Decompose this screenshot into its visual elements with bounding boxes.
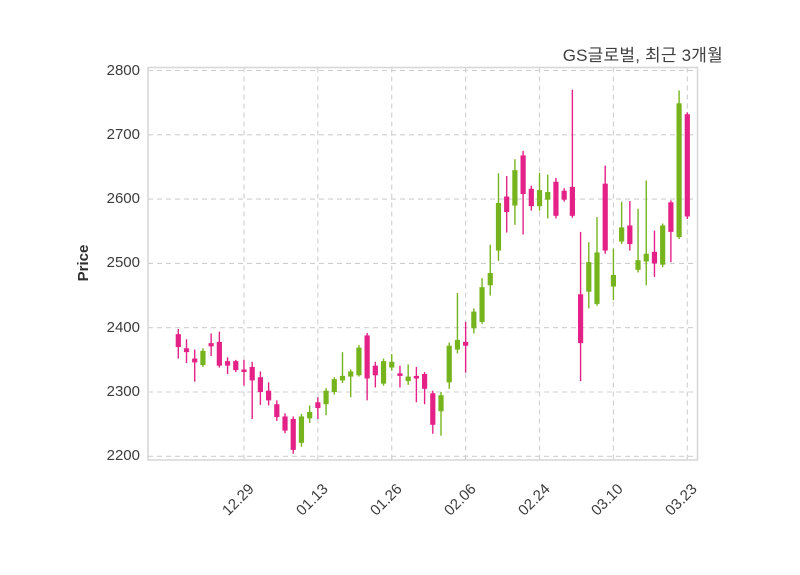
candle-body bbox=[307, 411, 313, 419]
y-tick-label: 2700 bbox=[106, 125, 140, 143]
candle-body bbox=[200, 350, 206, 365]
candle-body bbox=[454, 339, 461, 350]
candle-body bbox=[331, 379, 337, 392]
candle-body bbox=[257, 377, 263, 392]
y-tick-label: 2600 bbox=[106, 190, 140, 208]
candle-body bbox=[487, 273, 493, 286]
candle-body bbox=[372, 365, 378, 376]
candle-body bbox=[266, 390, 272, 401]
candle-body bbox=[282, 416, 288, 431]
candle-body bbox=[290, 419, 296, 450]
candle-body bbox=[323, 390, 329, 405]
candle-body bbox=[479, 287, 485, 322]
candle-body bbox=[397, 373, 403, 376]
candle-body bbox=[512, 170, 518, 206]
y-tick-label: 2400 bbox=[106, 318, 140, 336]
candle-body bbox=[233, 361, 239, 371]
candle-body bbox=[594, 252, 600, 304]
candle-body bbox=[553, 181, 559, 216]
y-tick-label: 2800 bbox=[106, 61, 140, 79]
candle-body bbox=[536, 190, 543, 207]
candle-body bbox=[463, 341, 469, 346]
candle-body bbox=[676, 103, 682, 238]
candle-body bbox=[421, 373, 428, 389]
candle-body bbox=[586, 262, 592, 292]
candle-body bbox=[192, 358, 198, 363]
candle-body bbox=[438, 395, 444, 412]
candle-body bbox=[684, 114, 690, 217]
candle-body bbox=[339, 375, 346, 381]
candle-body bbox=[504, 196, 510, 212]
y-tick-label: 2300 bbox=[106, 383, 140, 400]
candle-body bbox=[315, 402, 321, 409]
candle-body bbox=[643, 253, 649, 262]
candle-body bbox=[569, 186, 575, 216]
candle-body bbox=[274, 404, 280, 418]
candle-body bbox=[520, 155, 526, 194]
candle-body bbox=[413, 375, 419, 379]
candle-body bbox=[660, 225, 666, 265]
candle-body bbox=[446, 345, 452, 383]
candle-body bbox=[389, 361, 395, 368]
candle-body bbox=[208, 343, 214, 347]
candle-body bbox=[668, 202, 674, 232]
plot-border bbox=[147, 66, 699, 461]
candle-body bbox=[602, 183, 608, 251]
candle-body bbox=[635, 260, 641, 270]
candle-body bbox=[610, 274, 617, 287]
candle-body bbox=[348, 371, 354, 377]
candle-body bbox=[561, 190, 567, 200]
candle-body bbox=[183, 348, 190, 353]
candle-body bbox=[619, 227, 625, 242]
candle-body bbox=[430, 393, 436, 425]
candle-body bbox=[249, 366, 255, 381]
candle-body bbox=[577, 294, 584, 344]
y-tick-label: 2200 bbox=[106, 447, 140, 465]
candle-body bbox=[298, 416, 305, 443]
candle-body bbox=[627, 225, 633, 245]
candle-body bbox=[651, 251, 658, 264]
candle-body bbox=[356, 347, 362, 376]
candle-body bbox=[364, 335, 370, 379]
candle-body bbox=[175, 334, 181, 347]
candle-body bbox=[471, 311, 477, 329]
candle-body bbox=[224, 361, 231, 366]
candle-body bbox=[528, 188, 534, 207]
candle-body bbox=[545, 192, 551, 200]
chart-title: GS글로벌, 최근 3개월 bbox=[562, 46, 723, 65]
candle-body bbox=[241, 369, 247, 373]
candle-body bbox=[216, 341, 222, 366]
candle-body bbox=[495, 202, 502, 251]
candle-body bbox=[380, 361, 387, 384]
candle-body bbox=[405, 376, 411, 382]
y-tick-label: 2500 bbox=[106, 254, 140, 272]
